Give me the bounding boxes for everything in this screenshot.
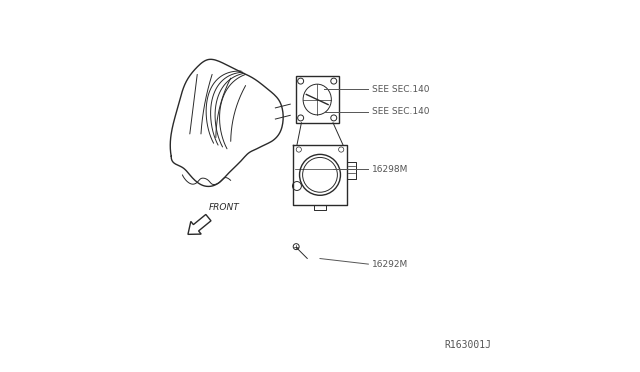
Text: SEE SEC.140: SEE SEC.140 bbox=[372, 85, 429, 94]
Bar bbox=[296, 76, 339, 123]
Text: R163001J: R163001J bbox=[444, 340, 491, 350]
Text: FRONT: FRONT bbox=[209, 203, 239, 212]
Text: SEE SEC.140: SEE SEC.140 bbox=[372, 107, 429, 116]
Text: 16292M: 16292M bbox=[372, 260, 408, 269]
Text: 16298M: 16298M bbox=[372, 165, 408, 174]
